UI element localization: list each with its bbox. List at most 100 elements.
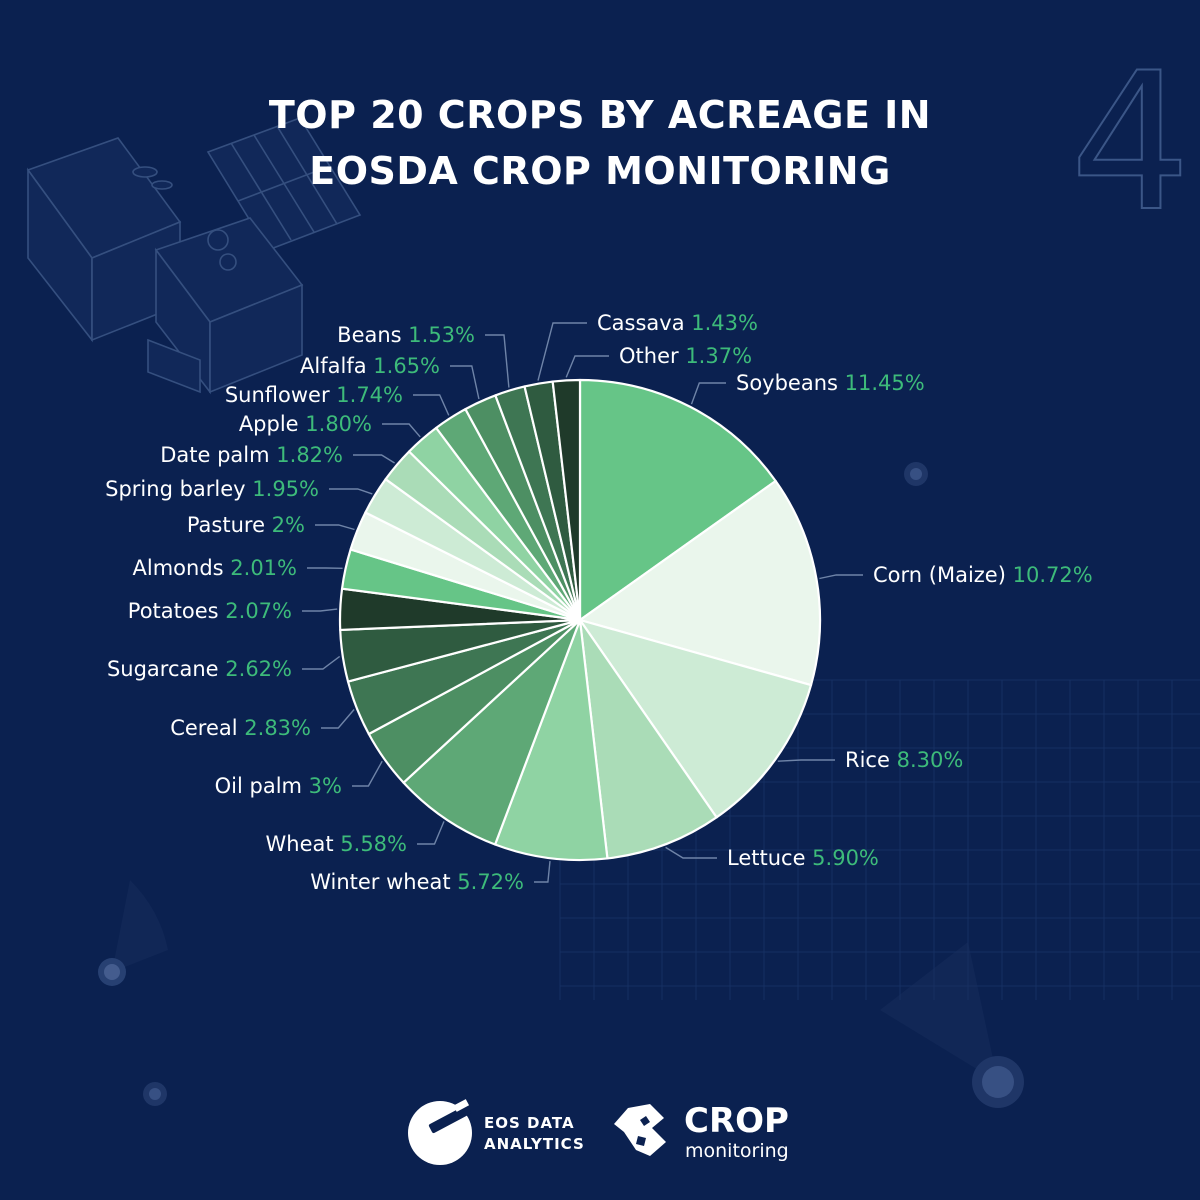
pie-slice-rice	[578, 618, 813, 819]
chart-title-line-2: EOSDA CROP MONITORING	[309, 149, 891, 193]
eos-logo-text-line-2: ANALYTICS	[484, 1135, 585, 1153]
slice-label-apple: Apple 1.80%	[239, 412, 372, 436]
slice-value: 2.07%	[225, 599, 292, 623]
slice-label-oil-palm: Oil palm 3%	[215, 774, 342, 798]
slice-value: 5.72%	[457, 870, 524, 894]
slice-name: Alfalfa	[300, 354, 373, 378]
monitoring-logo-text: monitoring	[685, 1140, 789, 1162]
slice-value: 5.90%	[812, 846, 879, 870]
slice-name: Sunflower	[225, 383, 336, 407]
slice-name: Pasture	[187, 513, 272, 537]
eos-data-analytics-logo: EOS DATA ANALYTICS	[408, 1099, 585, 1165]
slice-labels: Soybeans 11.45% Corn (Maize) 10.72% Rice 8…	[105, 311, 1093, 894]
slice-name: Lettuce	[727, 846, 812, 870]
leader-line-soybeans	[690, 382, 726, 405]
leader-line-apple	[382, 423, 421, 438]
slice-value: 2.62%	[225, 657, 292, 681]
slice-value: 1.43%	[691, 311, 758, 335]
slice-name: Other	[619, 344, 685, 368]
slice-name: Winter wheat	[310, 870, 457, 894]
slice-name: Spring barley	[105, 477, 252, 501]
slice-label-spring-barley: Spring barley 1.95%	[105, 477, 319, 501]
slice-label-sunflower: Sunflower 1.74%	[225, 383, 403, 407]
pie-slice-winter-wheat	[493, 618, 609, 862]
slice-value: 8.30%	[897, 748, 964, 772]
leader-line-winter-wheat	[534, 861, 551, 883]
slice-value: 1.65%	[373, 354, 440, 378]
slice-label-date-palm: Date palm 1.82%	[160, 443, 343, 467]
leader-lines	[302, 322, 863, 883]
slice-name: Date palm	[160, 443, 276, 467]
leader-line-wheat	[417, 821, 445, 845]
slice-name: Cassava	[597, 311, 691, 335]
leader-line-rice	[777, 759, 835, 762]
page-number: 4	[1070, 32, 1191, 253]
slice-value: 11.45%	[845, 371, 925, 395]
slice-value: 2%	[272, 513, 305, 537]
slice-name: Cereal	[170, 716, 244, 740]
eos-logo-text-line-1: EOS DATA	[484, 1114, 575, 1132]
leader-line-alfalfa	[450, 365, 480, 400]
slice-value: 10.72%	[1013, 563, 1093, 587]
pie-chart	[338, 378, 822, 862]
leader-line-lettuce	[665, 846, 717, 859]
slice-value: 2.01%	[230, 556, 297, 580]
radar-decoration	[98, 462, 1024, 1108]
slice-label-almonds: Almonds 2.01%	[133, 556, 297, 580]
leader-line-spring-barley	[329, 488, 373, 495]
slice-label-cereal: Cereal 2.83%	[170, 716, 311, 740]
leader-line-potatoes	[302, 608, 338, 612]
slice-name: Potatoes	[128, 599, 225, 623]
slice-label-potatoes: Potatoes 2.07%	[128, 599, 292, 623]
slice-value: 2.83%	[244, 716, 311, 740]
leader-line-other	[565, 355, 609, 378]
leader-line-cereal	[321, 709, 355, 729]
slice-value: 5.58%	[340, 832, 407, 856]
leader-line-oil-palm	[352, 760, 383, 787]
slice-label-beans: Beans 1.53%	[337, 323, 475, 347]
slice-name: Oil palm	[215, 774, 309, 798]
pie-slice-corn-maize	[578, 479, 822, 687]
slice-name: Soybeans	[736, 371, 845, 395]
slice-label-winter-wheat: Winter wheat 5.72%	[310, 870, 524, 894]
slice-name: Corn (Maize)	[873, 563, 1013, 587]
slice-name: Wheat	[266, 832, 341, 856]
chart-title-line-1: TOP 20 CROPS BY ACREAGE IN	[269, 93, 931, 137]
slice-name: Sugarcane	[107, 657, 225, 681]
pie-slice-wheat	[402, 618, 582, 846]
slice-label-soybeans: Soybeans 11.45%	[736, 371, 925, 395]
leader-line-sunflower	[413, 394, 450, 416]
slice-value: 1.82%	[276, 443, 343, 467]
slice-label-corn-maize: Corn (Maize) 10.72%	[873, 563, 1093, 587]
pie-slice-lettuce	[578, 618, 718, 860]
leader-line-corn-maize	[819, 574, 863, 580]
leader-line-beans	[485, 334, 510, 388]
leader-line-pasture	[315, 524, 355, 531]
slice-name: Almonds	[133, 556, 231, 580]
slice-label-wheat: Wheat 5.58%	[266, 832, 408, 856]
leader-line-sugarcane	[302, 655, 341, 670]
satellite-illustration	[26, 117, 362, 395]
slice-value: 1.74%	[336, 383, 403, 407]
slice-name: Beans	[337, 323, 408, 347]
slice-name: Rice	[845, 748, 897, 772]
slice-name: Apple	[239, 412, 305, 436]
pie-slice-soybeans	[578, 378, 777, 622]
leader-line-cassava	[537, 322, 587, 381]
crop-logo-icon	[614, 1104, 666, 1156]
slice-label-alfalfa: Alfalfa 1.65%	[300, 354, 440, 378]
slice-label-other: Other 1.37%	[619, 344, 752, 368]
crop-monitoring-logo: CROP monitoring	[614, 1101, 789, 1162]
slice-label-cassava: Cassava 1.43%	[597, 311, 758, 335]
slice-label-rice: Rice 8.30%	[845, 748, 963, 772]
pie-slice-other	[551, 378, 582, 622]
slice-label-lettuce: Lettuce 5.90%	[727, 846, 879, 870]
slice-value: 1.53%	[408, 323, 475, 347]
leader-line-date-palm	[353, 454, 395, 464]
slice-value: 3%	[309, 774, 342, 798]
slice-value: 1.37%	[685, 344, 752, 368]
slice-label-pasture: Pasture 2%	[187, 513, 305, 537]
crop-logo-text: CROP	[684, 1101, 789, 1141]
slice-value: 1.95%	[252, 477, 319, 501]
